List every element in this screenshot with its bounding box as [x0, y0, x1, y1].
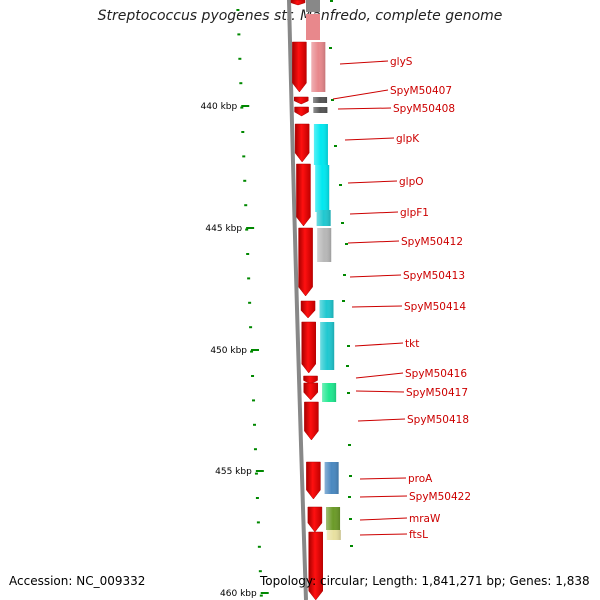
topology-text: Topology: circular; Length: 1,841,271 bp… [260, 574, 590, 588]
gene-label-leader [347, 180, 398, 184]
gene-arrow [294, 106, 309, 117]
gene-label-leader [349, 274, 402, 278]
gene-bar-shading [317, 228, 332, 262]
gene-label-proa[interactable]: proA [408, 473, 433, 485]
gene-label-glpo[interactable]: glpO [399, 176, 424, 188]
gene-bar-shading [319, 300, 334, 318]
gene-label-spym50413[interactable]: SpyM50413 [403, 270, 465, 282]
gene-arrow [308, 531, 323, 600]
gene-bar-shading [316, 210, 331, 226]
gene-label-spym50412[interactable]: SpyM50412 [401, 236, 463, 248]
gene-label-spym50418[interactable]: SpyM50418 [407, 414, 469, 426]
gene-bar-shading [315, 165, 330, 212]
gene-arrow [307, 506, 323, 533]
genome-backbone [287, 0, 308, 600]
gene-arrow [300, 300, 316, 319]
gene-bar-shading [311, 42, 326, 92]
gene-label-leader [351, 305, 403, 308]
gene-arrow [303, 382, 319, 401]
gene-arrow [306, 461, 321, 500]
scale-label: 455 kbp [215, 467, 252, 477]
gene-label-leader [359, 517, 408, 521]
gene-label-spym50422[interactable]: SpyM50422 [409, 491, 471, 503]
gene-label-spym50407[interactable]: SpyM50407 [390, 85, 452, 97]
gene-arrow [304, 401, 319, 441]
gene-arrow [293, 96, 309, 105]
gene-label-leader [332, 89, 389, 100]
partial-gene-bar [306, 14, 320, 40]
gene-label-leader [347, 240, 400, 244]
gene-arrow [296, 163, 311, 227]
gene-label-leader [357, 418, 406, 422]
partial-gene-bar [306, 0, 320, 12]
gene-label-leader [354, 342, 404, 347]
gene-label-leader [359, 533, 408, 536]
gene-label-leader [355, 390, 405, 393]
gene-bar-shading [322, 383, 337, 402]
gene-bar-shading [326, 507, 341, 530]
gene-label-spym50417[interactable]: SpyM50417 [406, 387, 468, 399]
gene-label-tkt[interactable]: tkt [405, 338, 419, 350]
gene-arrow [290, 0, 306, 6]
scale-label: 440 kbp [201, 102, 238, 112]
gene-bar-shading [320, 322, 335, 370]
scale-label: 460 kbp [220, 589, 257, 599]
gene-bar-shading [326, 530, 341, 540]
gene-label-spym50416[interactable]: SpyM50416 [405, 368, 467, 380]
scale-label: 450 kbp [210, 346, 247, 356]
gene-bar-shading [313, 107, 328, 113]
gene-label-leader [339, 60, 389, 65]
gene-arrow [292, 41, 307, 93]
gene-label-leader [344, 137, 395, 141]
gene-label-glys[interactable]: glyS [390, 56, 413, 68]
gene-arrow [294, 123, 310, 163]
gene-label-spym50414[interactable]: SpyM50414 [404, 301, 466, 313]
gene-bar-shading [313, 97, 328, 103]
scale-label: 445 kbp [205, 224, 242, 234]
gene-arrow [301, 321, 316, 374]
gene-bar-shading [313, 124, 328, 165]
gene-label-glpk[interactable]: glpK [396, 133, 420, 145]
gene-arrow [298, 227, 313, 297]
gene-label-ftsl[interactable]: ftsL [409, 529, 428, 541]
gene-label-spym50408[interactable]: SpyM50408 [393, 103, 455, 115]
gene-bar-shading [324, 462, 339, 494]
gene-label-mraw[interactable]: mraW [409, 513, 441, 525]
gene-label-leader [359, 495, 408, 498]
accession-text: Accession: NC_009332 [9, 574, 146, 588]
gene-label-glpf1[interactable]: glpF1 [400, 207, 429, 219]
gene-label-leader [349, 211, 399, 215]
gene-label-leader [337, 107, 392, 110]
gene-label-leader [355, 372, 404, 379]
map-title: Streptococcus pyogenes str. Manfredo, co… [97, 8, 503, 24]
gene-arrow [303, 375, 318, 385]
gene-label-leader [359, 477, 407, 480]
